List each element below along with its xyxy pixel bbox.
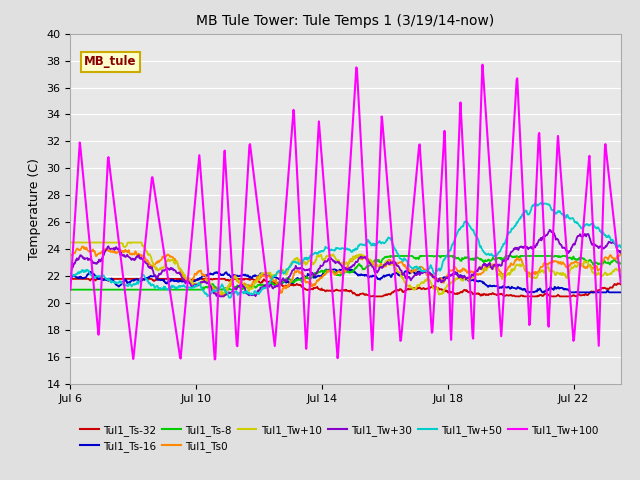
Line: Tul1_Ts-32: Tul1_Ts-32 [70, 279, 621, 296]
Line: Tul1_Tw+50: Tul1_Tw+50 [70, 203, 621, 298]
Tul1_Tw+50 [496, 248, 504, 254]
Tul1_Tw+10 [445, 281, 452, 287]
Tul1_Tw+10 [67, 240, 74, 245]
Tul1_Ts-8 [496, 255, 504, 261]
Tul1_Ts-32 [506, 293, 514, 299]
Tul1_Ts-16 [445, 272, 452, 278]
Tul1_Ts-32 [445, 289, 452, 295]
Tul1_Tw+100 [497, 325, 504, 331]
Tul1_Ts-16 [123, 278, 131, 284]
Y-axis label: Temperature (C): Temperature (C) [28, 158, 41, 260]
Tul1_Tw+100 [445, 270, 452, 276]
Tul1_Tw+100 [211, 357, 219, 362]
Tul1_Ts0 [124, 248, 131, 254]
Tul1_Tw+10 [310, 260, 317, 266]
Tul1_Tw+50 [227, 295, 234, 300]
Tul1_Ts-16 [506, 286, 514, 291]
Tul1_Ts-8 [289, 278, 297, 284]
Tul1_Tw+30 [290, 267, 298, 273]
Tul1_Ts-32 [123, 276, 131, 282]
Tul1_Tw+50 [310, 252, 317, 257]
Tul1_Tw+100 [290, 107, 298, 113]
Tul1_Ts-8 [617, 261, 625, 266]
Text: MB_tule: MB_tule [84, 55, 137, 68]
Tul1_Ts-8 [388, 253, 396, 259]
Tul1_Tw+30 [123, 253, 131, 259]
Tul1_Tw+100 [310, 218, 317, 224]
Tul1_Ts-16 [525, 289, 532, 295]
Tul1_Ts0 [79, 243, 86, 249]
Line: Tul1_Tw+100: Tul1_Tw+100 [70, 65, 621, 360]
Tul1_Tw+30 [216, 293, 224, 300]
Tul1_Ts-16 [496, 285, 504, 290]
Line: Tul1_Tw+10: Tul1_Tw+10 [70, 242, 621, 296]
Tul1_Ts-8 [67, 287, 74, 292]
Tul1_Tw+50 [123, 282, 131, 288]
Tul1_Ts-16 [322, 266, 330, 272]
Tul1_Tw+100 [507, 178, 515, 184]
Tul1_Tw+30 [546, 227, 554, 233]
Tul1_Ts-32 [496, 291, 504, 297]
Tul1_Tw+50 [537, 200, 545, 206]
Tul1_Tw+50 [290, 259, 298, 265]
Tul1_Tw+100 [67, 287, 74, 292]
Tul1_Ts0 [445, 267, 453, 273]
Tul1_Tw+10 [617, 268, 625, 274]
Tul1_Ts0 [220, 293, 228, 300]
Tul1_Tw+30 [310, 271, 317, 277]
Tul1_Ts0 [67, 253, 74, 259]
Tul1_Ts-8 [123, 287, 131, 292]
Tul1_Tw+10 [215, 293, 223, 299]
Title: MB Tule Tower: Tule Temps 1 (3/19/14-now): MB Tule Tower: Tule Temps 1 (3/19/14-now… [196, 14, 495, 28]
Tul1_Ts-32 [366, 293, 374, 300]
Tul1_Ts0 [507, 261, 515, 267]
Tul1_Ts0 [617, 251, 625, 257]
Tul1_Tw+10 [123, 243, 131, 249]
Line: Tul1_Tw+30: Tul1_Tw+30 [70, 230, 621, 296]
Tul1_Tw+30 [445, 273, 452, 278]
Tul1_Tw+50 [445, 248, 452, 254]
Tul1_Ts-32 [617, 281, 625, 287]
Tul1_Tw+30 [617, 249, 625, 254]
Tul1_Ts-16 [617, 289, 625, 295]
Tul1_Tw+10 [506, 271, 514, 276]
Line: Tul1_Ts0: Tul1_Ts0 [70, 246, 621, 296]
Tul1_Tw+100 [123, 302, 131, 308]
Tul1_Tw+30 [496, 263, 504, 268]
Line: Tul1_Ts-16: Tul1_Ts-16 [70, 269, 621, 292]
Tul1_Tw+30 [67, 268, 74, 274]
Tul1_Tw+10 [496, 272, 504, 278]
Tul1_Ts-8 [445, 253, 452, 259]
Tul1_Ts0 [291, 271, 298, 276]
Tul1_Tw+50 [506, 229, 514, 235]
Legend: Tul1_Ts-32, Tul1_Ts-16, Tul1_Ts-8, Tul1_Ts0, Tul1_Tw+10, Tul1_Tw+30, Tul1_Tw+50,: Tul1_Ts-32, Tul1_Ts-16, Tul1_Ts-8, Tul1_… [76, 421, 602, 456]
Tul1_Tw+10 [290, 258, 298, 264]
Tul1_Ts-8 [506, 253, 514, 259]
Tul1_Ts-16 [67, 274, 74, 280]
Tul1_Ts-8 [309, 272, 317, 277]
Tul1_Tw+30 [506, 252, 514, 258]
Tul1_Ts0 [310, 281, 318, 287]
Tul1_Tw+100 [479, 62, 486, 68]
Tul1_Ts-16 [309, 274, 317, 279]
Line: Tul1_Ts-8: Tul1_Ts-8 [70, 256, 621, 289]
Tul1_Ts0 [497, 269, 504, 275]
Tul1_Ts-16 [289, 280, 297, 286]
Tul1_Ts-32 [289, 282, 297, 288]
Tul1_Ts-32 [67, 276, 74, 282]
Tul1_Ts-32 [309, 287, 317, 292]
Tul1_Tw+100 [617, 280, 625, 286]
Tul1_Tw+50 [67, 270, 74, 276]
Tul1_Tw+50 [617, 244, 625, 250]
